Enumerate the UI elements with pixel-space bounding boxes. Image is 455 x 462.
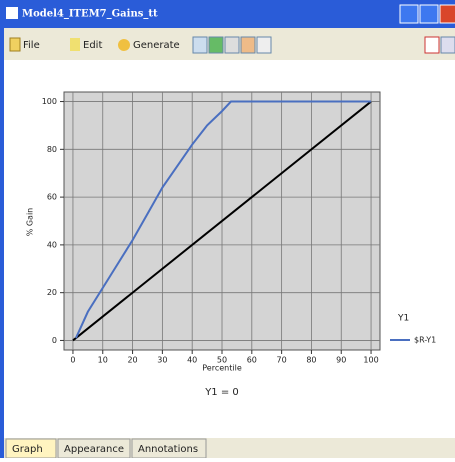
x-tick-label: 90: [336, 356, 346, 365]
tool-button[interactable]: [209, 37, 223, 53]
edit-icon: [70, 38, 80, 51]
x-tick-label: 10: [98, 356, 108, 365]
x-tick-label: 30: [157, 356, 167, 365]
maximize-button[interactable]: [420, 5, 438, 23]
y-tick-label: 100: [42, 97, 57, 106]
x-tick-label: 60: [247, 356, 257, 365]
y-tick-label: 40: [47, 240, 57, 249]
tab-label[interactable]: Annotations: [138, 444, 198, 455]
help-button[interactable]: [441, 37, 455, 53]
menu-edit[interactable]: Edit: [83, 40, 102, 51]
legend-label: $R-Y1: [414, 336, 436, 345]
y-axis-label: % Gain: [26, 208, 35, 237]
x-tick-label: 100: [363, 356, 378, 365]
x-tick-label: 80: [306, 356, 316, 365]
menu-generate[interactable]: Generate: [133, 40, 180, 51]
x-tick-label: 0: [70, 356, 75, 365]
y-tick-label: 20: [47, 288, 57, 297]
tab-label[interactable]: Appearance: [64, 444, 124, 455]
y-tick-label: 80: [47, 145, 57, 154]
window-border: [0, 0, 4, 458]
x-axis-label: Percentile: [202, 364, 242, 373]
page: {"window":{"title":"Model4_ITEM7_Gains_t…: [0, 0, 455, 458]
x-tick-label: 20: [127, 356, 137, 365]
window-title: Model4_ITEM7_Gains_tt: [22, 9, 158, 20]
menu-file[interactable]: File: [23, 40, 40, 51]
chart-subtitle: Y1 = 0: [204, 387, 239, 398]
y-tick-label: 60: [47, 193, 57, 202]
x-tick-label: 40: [187, 356, 197, 365]
generate-icon: [118, 39, 130, 51]
app-icon: [6, 7, 18, 19]
file-icon: [10, 38, 20, 51]
tab-label[interactable]: Graph: [12, 444, 43, 455]
close-button[interactable]: [440, 5, 455, 23]
x-tick-label: 70: [277, 356, 287, 365]
tool-button[interactable]: [225, 37, 239, 53]
minimize-button[interactable]: [400, 5, 418, 23]
tool-button[interactable]: [241, 37, 255, 53]
window: Model4_ITEM7_Gains_tt File Edit Generate…: [0, 0, 455, 458]
legend-title: Y1: [397, 314, 409, 324]
y-tick-label: 0: [52, 336, 57, 345]
close-tool-button[interactable]: [425, 37, 439, 53]
x-tick-label: 50: [217, 356, 227, 365]
tool-button[interactable]: [257, 37, 271, 53]
tool-button[interactable]: [193, 37, 207, 53]
